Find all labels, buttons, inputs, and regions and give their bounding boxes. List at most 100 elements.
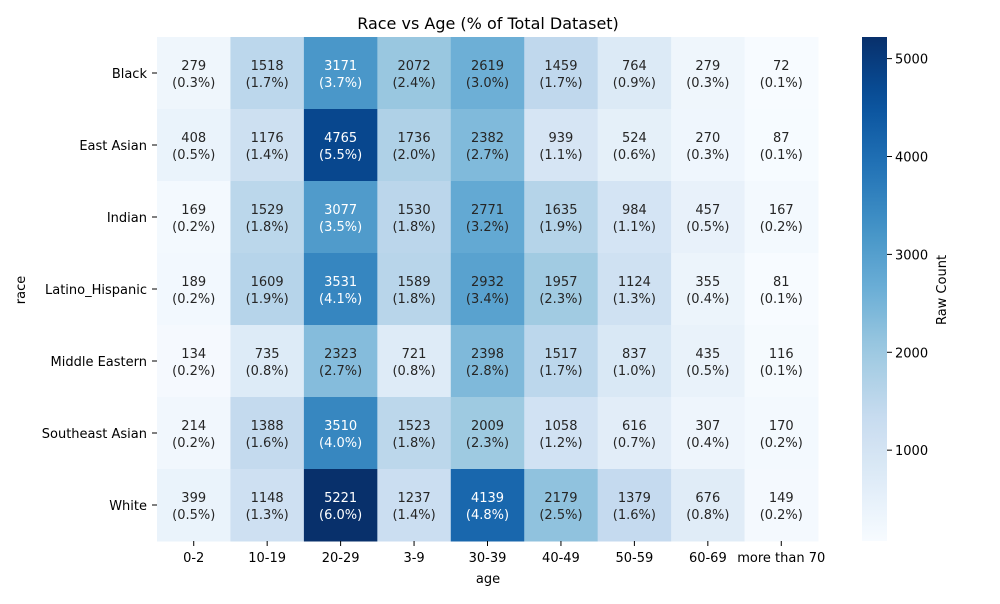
heatmap-cell (157, 181, 231, 254)
cell-percent-label: (0.2%) (172, 364, 215, 379)
heatmap-cell (377, 325, 452, 398)
cell-percent-label: (1.8%) (392, 220, 435, 235)
heatmap-cell (303, 37, 378, 110)
cell-percent-label: (1.8%) (392, 436, 435, 451)
cell-percent-label: (0.2%) (172, 220, 215, 235)
heatmap-cell (230, 109, 305, 182)
heatmap-cell (744, 37, 819, 110)
heatmap-cell (303, 397, 378, 470)
cell-percent-label: (1.4%) (246, 148, 289, 163)
cell-value-label: 279 (181, 59, 206, 74)
heatmap-cell (230, 397, 305, 470)
x-tick-label: 50-59 (615, 551, 653, 566)
cell-percent-label: (1.8%) (392, 292, 435, 307)
heatmap-cell (377, 109, 452, 182)
cell-value-label: 1609 (251, 275, 284, 290)
heatmap-cell (157, 469, 231, 542)
cell-value-label: 435 (695, 347, 720, 362)
cell-percent-label: (2.7%) (466, 148, 509, 163)
heatmap-cell (450, 181, 525, 254)
heatmap-cell (524, 109, 599, 182)
cell-value-label: 837 (622, 347, 647, 362)
cell-percent-label: (0.5%) (172, 148, 215, 163)
cell-percent-label: (2.5%) (539, 508, 582, 523)
cell-value-label: 189 (181, 275, 206, 290)
cell-value-label: 2179 (544, 491, 577, 506)
cell-value-label: 399 (181, 491, 206, 506)
heatmap-cell (744, 469, 819, 542)
heatmap-cell (744, 325, 819, 398)
heatmap-cell (377, 181, 452, 254)
heatmap-cell (597, 37, 672, 110)
cell-percent-label: (3.5%) (319, 220, 362, 235)
cell-percent-label: (2.7%) (319, 364, 362, 379)
cell-value-label: 3510 (324, 419, 357, 434)
heatmap-cell (597, 325, 672, 398)
cell-percent-label: (0.7%) (613, 436, 656, 451)
heatmap-cell (597, 253, 672, 326)
heatmap-cell (377, 253, 452, 326)
cell-percent-label: (2.4%) (392, 76, 435, 91)
heatmap-cell (744, 181, 819, 254)
cell-value-label: 1176 (251, 131, 284, 146)
cell-percent-label: (0.8%) (392, 364, 435, 379)
cell-percent-label: (0.1%) (760, 292, 803, 307)
heatmap-cell (450, 325, 525, 398)
cell-percent-label: (1.9%) (539, 220, 582, 235)
cell-percent-label: (5.5%) (319, 148, 362, 163)
cell-value-label: 735 (255, 347, 280, 362)
cell-value-label: 2932 (471, 275, 504, 290)
cell-percent-label: (4.8%) (466, 508, 509, 523)
heatmap-cell (377, 469, 452, 542)
colorbar-tick-label: 4000 (895, 151, 928, 166)
cell-value-label: 1148 (251, 491, 284, 506)
heatmap-cell (671, 469, 746, 542)
cell-value-label: 134 (181, 347, 206, 362)
heatmap-cell (157, 109, 231, 182)
cell-value-label: 1589 (398, 275, 431, 290)
heatmap-cell (303, 325, 378, 398)
cell-percent-label: (0.1%) (760, 148, 803, 163)
cell-percent-label: (0.9%) (613, 76, 656, 91)
cell-value-label: 676 (695, 491, 720, 506)
cell-value-label: 355 (695, 275, 720, 290)
cell-value-label: 1957 (544, 275, 577, 290)
colorbar-gradient (862, 37, 887, 541)
cell-percent-label: (1.7%) (539, 364, 582, 379)
chart-title: Race vs Age (% of Total Dataset) (357, 14, 619, 33)
x-tick-label: 60-69 (689, 551, 727, 566)
cell-percent-label: (1.1%) (613, 220, 656, 235)
y-axis: Black East Asian Indian Latino_Hispanic Midd… (42, 67, 157, 514)
cell-percent-label: (1.4%) (392, 508, 435, 523)
colorbar-tick-label: 1000 (895, 444, 928, 459)
cell-value-label: 307 (695, 419, 720, 434)
cell-value-label: 149 (769, 491, 794, 506)
cell-value-label: 1530 (398, 203, 431, 218)
y-tick-label: White (109, 499, 147, 514)
cell-percent-label: (1.3%) (246, 508, 289, 523)
cell-value-label: 2323 (324, 347, 357, 362)
cell-value-label: 1517 (544, 347, 577, 362)
cell-value-label: 457 (695, 203, 720, 218)
heatmap-cell (157, 253, 231, 326)
cell-value-label: 3531 (324, 275, 357, 290)
heatmap-cell (303, 253, 378, 326)
cell-value-label: 2398 (471, 347, 504, 362)
cell-percent-label: (3.4%) (466, 292, 509, 307)
cell-percent-label: (0.2%) (760, 436, 803, 451)
heatmap-cell (157, 397, 231, 470)
cell-percent-label: (0.1%) (760, 364, 803, 379)
cell-value-label: 4765 (324, 131, 357, 146)
heatmap-cell (744, 397, 819, 470)
heatmap-cell (671, 37, 746, 110)
heatmap-cell (744, 253, 819, 326)
cell-value-label: 3171 (324, 59, 357, 74)
heatmap-cell (450, 469, 525, 542)
cell-value-label: 408 (181, 131, 206, 146)
cell-value-label: 764 (622, 59, 647, 74)
heatmap-cell (230, 181, 305, 254)
heatmap-cell (303, 181, 378, 254)
cell-value-label: 169 (181, 203, 206, 218)
